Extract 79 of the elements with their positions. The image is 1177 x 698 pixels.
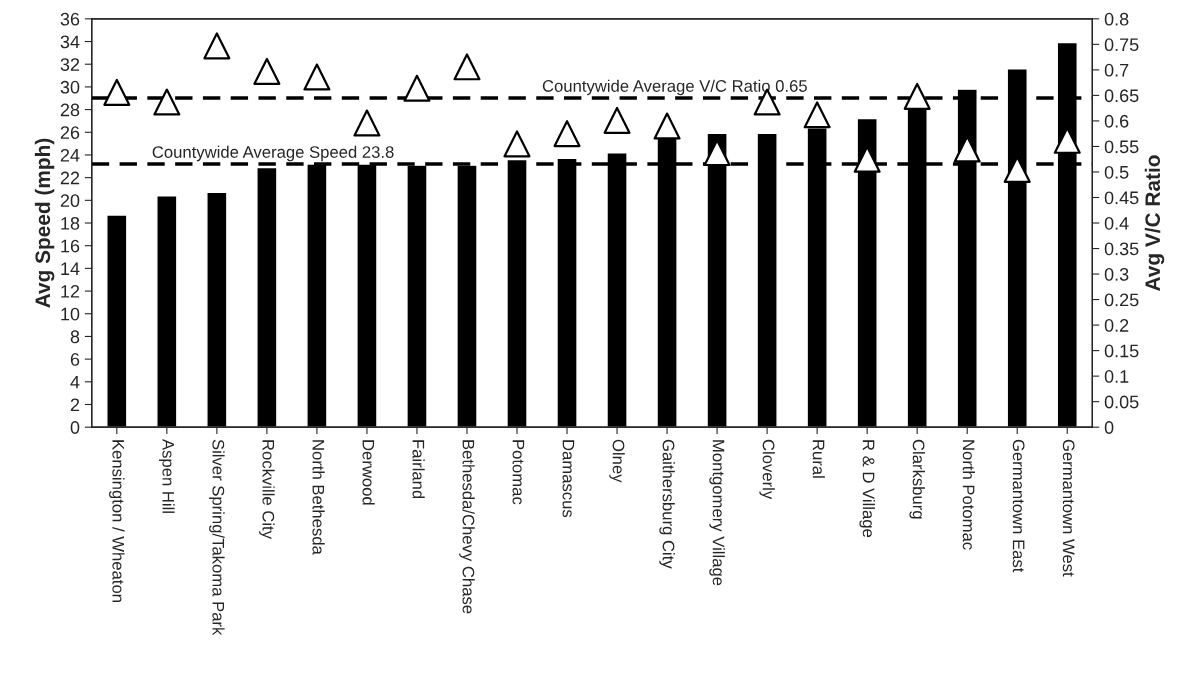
- x-tick-label: Cloverly: [759, 439, 775, 500]
- y2-tick-label: 0.7: [1104, 63, 1129, 77]
- point: [603, 106, 631, 134]
- y2-tick-label: 0.65: [1104, 89, 1139, 103]
- x-tick-label: Potomac: [512, 440, 525, 505]
- y2-tick-label: 0.2: [1104, 319, 1129, 332]
- x-tick-label: Derwood: [362, 440, 375, 505]
- y-tick-label: 32: [60, 58, 80, 71]
- y2-tick-label: 0.8: [1104, 12, 1129, 26]
- y2-tick-label: 0.55: [1104, 140, 1139, 154]
- x-tick-label: Olney: [609, 439, 625, 483]
- y2-tick-label: 0.3: [1104, 267, 1129, 281]
- point: [253, 57, 281, 85]
- y-tick-label: 30: [60, 80, 80, 94]
- y-tick-label: 0: [70, 421, 80, 434]
- y-tick-label: 16: [61, 239, 80, 253]
- x-tick-label: Gaithersburg City: [659, 439, 675, 569]
- x-tick-label: Fairland: [412, 440, 425, 499]
- y-tick-label: 18: [61, 216, 80, 230]
- point: [153, 88, 181, 116]
- y-tick-label: 8: [70, 330, 80, 344]
- y2-tick-label: 0.05: [1104, 395, 1139, 409]
- ref-line-label: Countywide Average V/C Ratio 0.65: [542, 79, 807, 96]
- point: [803, 101, 831, 129]
- point: [303, 63, 331, 91]
- y-tick-label: 20: [60, 194, 80, 208]
- x-tick-label: Silver Spring/Takoma Park: [209, 439, 225, 636]
- y2-tick-label: 0.5: [1104, 165, 1129, 179]
- y-tick-label: 36: [60, 12, 80, 26]
- point: [903, 82, 931, 110]
- y-tick-label: 26: [60, 126, 80, 139]
- point: [403, 74, 431, 102]
- y2-axis-title: Avg V/C Ratio: [1144, 155, 1165, 291]
- y2-tick-label: 0.6: [1104, 114, 1129, 128]
- point: [553, 120, 581, 148]
- x-tick-label: Montgomery Village: [709, 440, 725, 586]
- x-tick-label: Kensington / Wheaton: [109, 440, 125, 602]
- x-tick-label: R & D Village: [859, 440, 875, 538]
- y-tick-label: 14: [61, 262, 80, 275]
- y-tick-label: 22: [60, 171, 80, 185]
- x-tick-label: North Potomac: [962, 440, 975, 550]
- x-tick-label: Aspen Hill: [159, 439, 175, 513]
- point: [653, 112, 681, 140]
- y-tick-label: 4: [70, 375, 80, 389]
- y-tick-label: 10: [61, 307, 80, 321]
- y-tick-label: 34: [60, 35, 80, 49]
- bar: [706, 132, 728, 428]
- x-tick-label: Damascus: [562, 440, 575, 518]
- y-tick-label: 24: [60, 148, 80, 162]
- y2-tick-label: 0.15: [1104, 344, 1139, 358]
- x-tick-label: Rural: [812, 440, 825, 478]
- x-tick-label: Germantown East: [1012, 439, 1025, 573]
- y-tick-label: 12: [61, 285, 80, 298]
- y-tick-label: 28: [60, 103, 80, 117]
- y2-tick-label: 0.4: [1104, 216, 1129, 230]
- bar: [206, 191, 228, 428]
- point: [103, 78, 131, 106]
- y2-tick-label: 0.35: [1104, 242, 1139, 256]
- y2-tick-label: 0.1: [1104, 370, 1129, 383]
- bar: [156, 195, 178, 428]
- point: [503, 130, 531, 158]
- y2-tick-label: 0.25: [1104, 293, 1139, 307]
- y-axis-title: Avg Speed (mph): [34, 138, 55, 308]
- y2-tick-label: 0: [1104, 421, 1114, 434]
- y-tick-label: 2: [70, 398, 80, 412]
- x-tick-label: Germantown West: [1062, 439, 1075, 577]
- y2-tick-label: 0.75: [1104, 38, 1139, 52]
- point: [703, 139, 731, 167]
- point: [203, 32, 231, 60]
- point: [353, 109, 381, 137]
- y-tick-label: 6: [70, 353, 80, 366]
- point: [453, 53, 481, 81]
- ref-line-label: Countywide Average Speed 23.8: [152, 145, 394, 162]
- bar: [106, 214, 128, 428]
- x-tick-label: North Bethesda: [312, 440, 325, 555]
- x-tick-label: Rockville City: [259, 440, 275, 539]
- x-tick-label: Bethesda/Chevy Chase: [459, 440, 475, 614]
- y2-tick-label: 0.45: [1104, 191, 1139, 205]
- x-tick-label: Clarksburg: [909, 439, 925, 519]
